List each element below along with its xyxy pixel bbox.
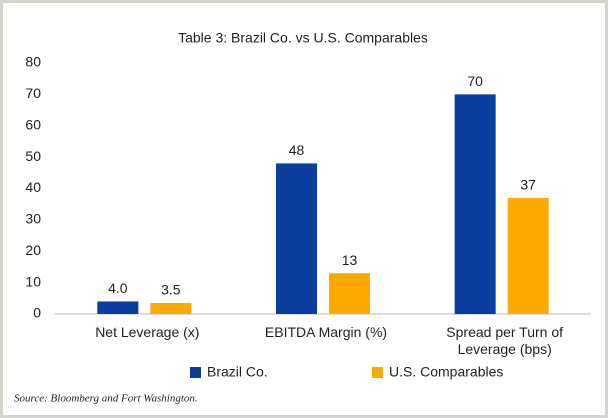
legend-label: Brazil Co. (207, 364, 268, 380)
source-note: Source: Bloomberg and Fort Washington. (14, 393, 198, 405)
legend-swatch (190, 367, 201, 378)
data-label: 37 (520, 177, 536, 193)
y-tick-label: 70 (25, 85, 41, 101)
y-tick-label: 10 (25, 273, 41, 289)
x-tick-label: Net Leverage (x) (95, 324, 200, 340)
bar (507, 197, 549, 314)
x-tick-label: EBITDA Margin (%) (264, 324, 388, 340)
data-label: 13 (342, 252, 358, 268)
bar (454, 94, 496, 314)
y-tick-label: 30 (25, 211, 41, 227)
y-tick-label: 40 (25, 179, 41, 195)
chart: Table 3: Brazil Co. vs U.S. Comparables … (14, 30, 591, 405)
data-label: 4.0 (108, 280, 128, 296)
data-label: 3.5 (161, 282, 181, 298)
bar (276, 163, 317, 314)
bar (329, 273, 370, 314)
bar (97, 301, 139, 314)
y-tick-label: 50 (25, 148, 41, 164)
x-tick-label: Spread per Turn of Leverage (bps) (446, 324, 564, 357)
y-tick-label: 80 (25, 54, 41, 70)
data-label: 48 (289, 142, 305, 158)
y-tick-label: 20 (25, 242, 41, 258)
y-tick-label: 60 (25, 116, 41, 132)
y-tick-label: 0 (33, 305, 41, 321)
chart-title: Table 3: Brazil Co. vs U.S. Comparables (178, 30, 428, 46)
legend-label: U.S. Comparables (389, 364, 503, 380)
data-label: 70 (467, 73, 483, 89)
bar (150, 303, 192, 314)
legend-swatch (372, 367, 383, 378)
